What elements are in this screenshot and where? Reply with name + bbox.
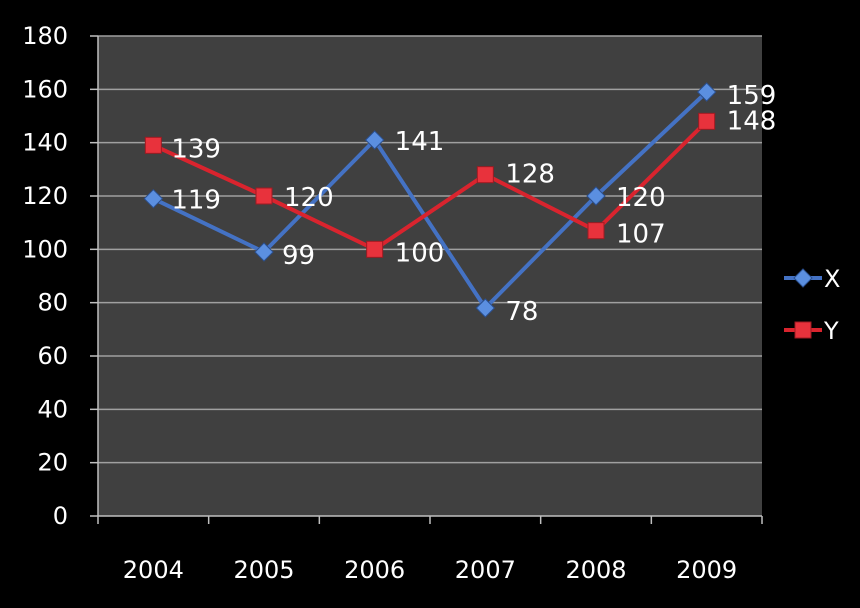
series-layer (143, 82, 717, 318)
y-tick-label: 160 (22, 75, 68, 103)
y-axis: 0 20 40 60 80 100 120 140 160 180 (22, 22, 99, 530)
data-label-x: 120 (616, 183, 666, 213)
y-tick-label: 120 (22, 182, 68, 210)
y-tick-label: 40 (37, 395, 68, 423)
data-point-x (696, 82, 717, 102)
data-point-y (476, 166, 494, 184)
x-tick-label: 2009 (676, 556, 737, 584)
data-point-x (586, 186, 606, 206)
data-point-y (144, 136, 162, 154)
data-label-y: 139 (171, 134, 221, 164)
y-tick-label: 100 (22, 235, 68, 263)
series-line-y (152, 119, 709, 252)
data-point-y (255, 187, 273, 205)
y-tick-label: 80 (37, 289, 68, 317)
plot-area (98, 35, 762, 516)
data-label-y: 107 (616, 220, 666, 250)
data-point-y (587, 222, 605, 240)
legend-label: Y (823, 317, 839, 345)
data-point-x (475, 298, 496, 318)
y-tick-label: 20 (37, 449, 68, 477)
data-label-x: 159 (727, 81, 777, 111)
data-labels: 119 99 141 78 120 159 139 120 100 128 107 148 (171, 81, 776, 327)
data-label-y: 100 (395, 238, 445, 268)
data-point-x (143, 188, 164, 209)
x-tick-label: 2008 (565, 556, 626, 584)
data-point-x (364, 130, 385, 150)
data-label-x: 78 (505, 297, 538, 327)
y-tick-label: 60 (37, 342, 68, 370)
plot-background (98, 36, 762, 516)
series-line-x (152, 90, 709, 310)
legend-label: X (824, 265, 840, 293)
x-tick-label: 2004 (123, 556, 184, 584)
data-label-y: 128 (505, 160, 555, 190)
x-tick-label: 2006 (344, 556, 405, 584)
data-label-x: 141 (395, 127, 445, 157)
data-label-x: 119 (171, 186, 221, 216)
x-axis: 2004 2005 2006 2007 2008 2009 (97, 515, 763, 584)
data-point-y (698, 112, 716, 130)
data-point-x (254, 242, 274, 262)
y-tick-label: 180 (22, 22, 68, 50)
y-tick-label: 140 (22, 129, 68, 157)
data-label-y: 148 (727, 106, 777, 136)
legend-marker (793, 268, 813, 288)
data-label-x: 99 (282, 241, 315, 271)
y-tick-label: 0 (53, 502, 68, 530)
legend-marker (794, 321, 812, 339)
x-tick-label: 2007 (455, 556, 516, 584)
series-y (144, 112, 716, 258)
x-tick-label: 2005 (233, 556, 294, 584)
data-label-y: 120 (284, 183, 334, 213)
data-point-y (366, 240, 384, 258)
legend-item-x: X (784, 265, 840, 293)
legend-item-y: Y (784, 317, 839, 345)
series-x (143, 82, 717, 318)
legend: XY (784, 265, 840, 345)
